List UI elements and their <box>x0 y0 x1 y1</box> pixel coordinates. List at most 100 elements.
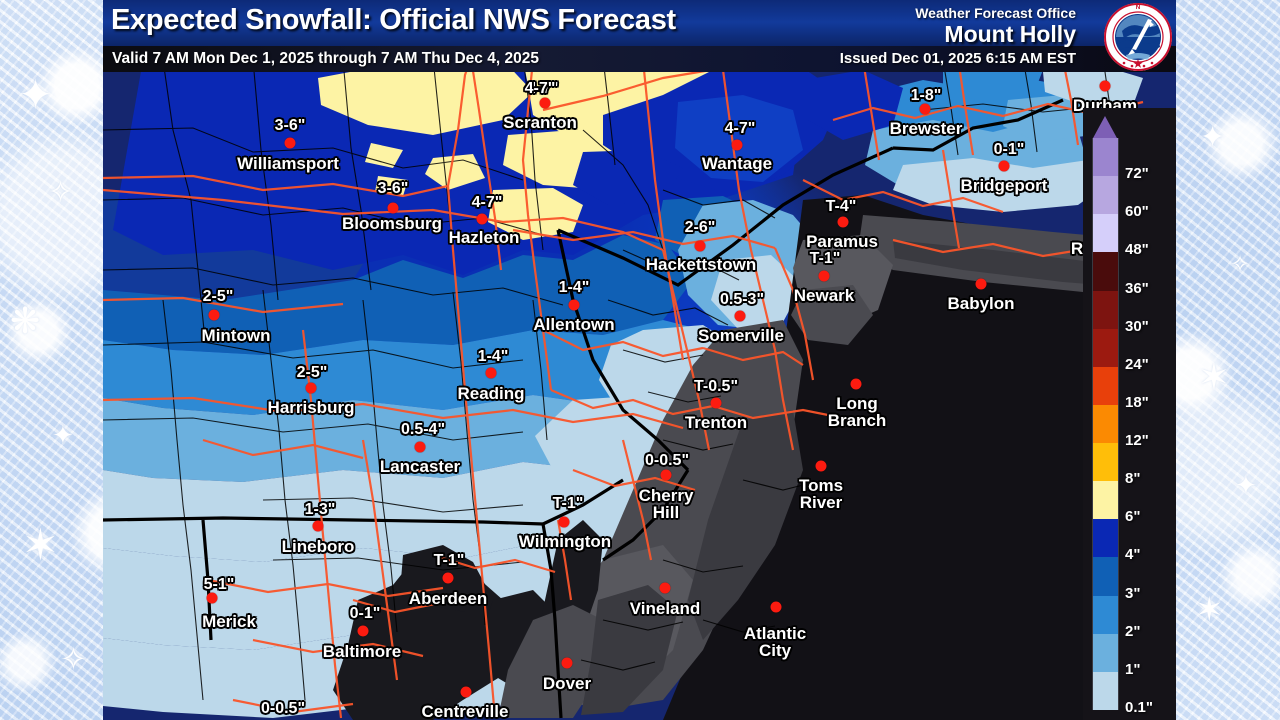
city-label: Merick <box>202 612 256 631</box>
city-marker-dot[interactable] <box>539 97 551 109</box>
legend-band <box>1092 595 1119 635</box>
city-marker-dot[interactable] <box>734 310 746 322</box>
city-marker-dot[interactable] <box>206 592 218 604</box>
legend-tick-label: 2" <box>1125 622 1141 640</box>
snowfall-amount-label: T-1" <box>809 250 841 267</box>
city-marker-dot[interactable] <box>919 103 931 115</box>
graphic-header: Expected Snowfall: Official NWS Forecast… <box>103 0 1176 72</box>
legend-tick-label: 1" <box>1125 660 1141 678</box>
snowfall-legend: 72" 60" 48" 36" 30" 24" 18" 12" 8" 6" 4" 3" 2" 1" 0.1" <box>1083 108 1176 720</box>
city-marker-dot[interactable] <box>850 378 862 390</box>
city-marker-dot[interactable] <box>770 601 782 613</box>
city-label: Newark <box>793 286 855 305</box>
city-label: Trenton <box>684 413 748 432</box>
legend-band <box>1092 328 1119 368</box>
city-marker-dot[interactable] <box>975 278 987 290</box>
city-label: Hackettstown <box>645 255 757 274</box>
snowfall-amount-label: 4-7" <box>524 80 556 97</box>
city-label: Baltimore <box>322 642 402 661</box>
snowfall-amount-label: 0.5-3" <box>719 291 765 308</box>
city-marker-dot[interactable] <box>1099 80 1111 92</box>
city-label: Reading <box>457 384 525 403</box>
city-label: Toms River <box>798 476 844 512</box>
nws-logo: N <box>1102 1 1174 73</box>
forecast-map[interactable] <box>103 0 1176 720</box>
city-marker-dot[interactable] <box>818 270 830 282</box>
city-label: Wantage <box>701 154 773 173</box>
city-marker-dot[interactable] <box>710 397 722 409</box>
snowfall-amount-label: 1-8" <box>910 87 942 104</box>
snowfall-amount-label: 0-1" <box>993 141 1025 158</box>
legend-tick-label: 4" <box>1125 546 1141 564</box>
snowfall-amount-label: 3-6" <box>274 117 306 134</box>
city-marker-dot[interactable] <box>460 686 472 698</box>
city-label: Aberdeen <box>408 589 488 608</box>
city-marker-dot[interactable] <box>476 213 488 225</box>
city-label: Brewster <box>889 119 963 138</box>
city-marker-dot[interactable] <box>815 460 827 472</box>
city-marker-dot[interactable] <box>208 309 220 321</box>
legend-tick-label: 24" <box>1125 355 1149 373</box>
city-marker-dot[interactable] <box>731 139 743 151</box>
legend-tick-label: 18" <box>1125 393 1149 411</box>
city-marker-dot[interactable] <box>660 469 672 481</box>
city-marker-dot[interactable] <box>312 520 324 532</box>
legend-tick-label: 8" <box>1125 470 1141 488</box>
city-marker-dot[interactable] <box>561 657 573 669</box>
legend-band <box>1092 633 1119 673</box>
legend-band <box>1092 671 1119 711</box>
water-bodies-layer <box>103 0 1176 720</box>
snowfall-amount-label: T-0.5" <box>693 378 739 395</box>
city-marker-dot[interactable] <box>558 516 570 528</box>
snowfall-amount-label: 3-6" <box>377 180 409 197</box>
legend-band <box>1092 366 1119 406</box>
legend-band <box>1092 252 1119 292</box>
city-label: Bridgeport <box>960 176 1048 195</box>
city-marker-dot[interactable] <box>357 625 369 637</box>
city-label: Lineboro <box>281 537 355 556</box>
highways-layer <box>103 0 1176 720</box>
city-marker-dot[interactable] <box>568 299 580 311</box>
snowfall-amount-label: 0-1" <box>349 605 381 622</box>
legend-tick-label: 0.1" <box>1125 699 1153 716</box>
city-label: Long Branch <box>827 394 887 430</box>
city-marker-dot[interactable] <box>837 216 849 228</box>
city-label: Mintown <box>201 326 271 345</box>
snowfall-amount-label: 2-5" <box>296 364 328 381</box>
city-marker-dot[interactable] <box>998 160 1010 172</box>
city-marker-dot[interactable] <box>305 382 317 394</box>
city-marker-dot[interactable] <box>694 240 706 252</box>
snowfall-amount-label: 4-7" <box>471 194 503 211</box>
city-marker-dot[interactable] <box>442 572 454 584</box>
city-label: Bloomsburg <box>341 214 443 233</box>
city-label: Harrisburg <box>267 398 355 417</box>
snowfall-amount-label: T-4" <box>825 198 857 215</box>
legend-tick-label: 36" <box>1125 279 1149 297</box>
legend-band <box>1092 138 1119 177</box>
city-marker-dot[interactable] <box>387 202 399 214</box>
city-label: Hazleton <box>448 228 520 247</box>
page-title: Expected Snowfall: Official NWS Forecast <box>111 4 676 36</box>
city-label: Babylon <box>947 294 1015 313</box>
snowfall-amount-label: 0-0.5" <box>644 452 690 469</box>
city-label: Williamsport <box>237 154 339 173</box>
city-marker-dot[interactable] <box>414 441 426 453</box>
city-label: Centreville <box>421 702 509 720</box>
snowfall-amount-label: 0-0.5" <box>260 700 306 717</box>
map-annotations-layer: Williamsport 3-6" Scranton 4-7" Bloomsburg 3-… <box>103 0 1176 720</box>
city-label: Scranton <box>503 113 577 132</box>
legend-tick-label: 60" <box>1125 203 1149 221</box>
legend-band <box>1092 443 1119 482</box>
city-marker-dot[interactable] <box>284 137 296 149</box>
legend-tick-label: 6" <box>1125 508 1141 526</box>
city-marker-dot[interactable] <box>485 367 497 379</box>
city-label: Cherry Hill <box>638 486 694 522</box>
snowfall-amount-label: 1-3" <box>304 501 336 518</box>
snowfall-amount-label: T-1" <box>433 552 465 569</box>
snowfall-amount-label: 5-1" <box>203 576 235 593</box>
header-title-bar <box>103 0 1176 46</box>
valid-period-text: Valid 7 AM Mon Dec 1, 2025 through 7 AM … <box>112 50 539 67</box>
legend-color-bar <box>1092 138 1119 711</box>
city-marker-dot[interactable] <box>659 582 671 594</box>
